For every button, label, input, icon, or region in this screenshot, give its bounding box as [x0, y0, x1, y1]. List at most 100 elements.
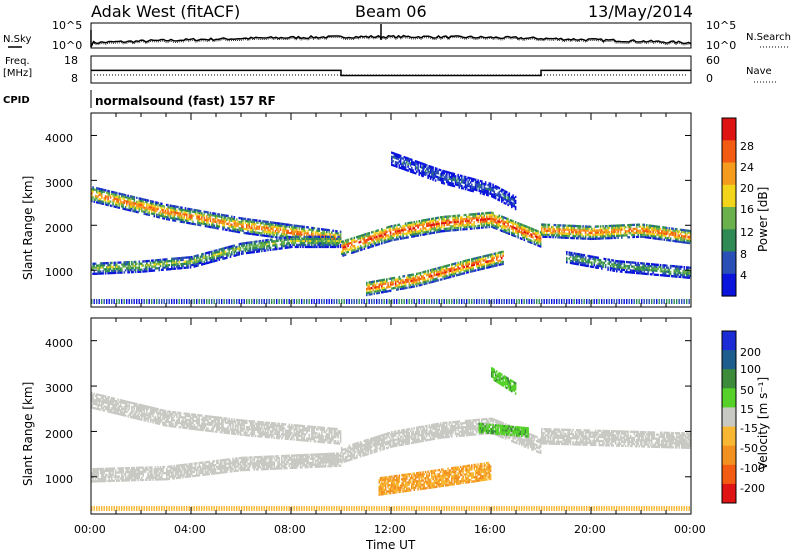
power-cell-2 — [359, 238, 362, 242]
power-cell-3 — [378, 279, 381, 282]
power-cell-5 — [683, 235, 686, 238]
power-cell-4 — [458, 178, 461, 181]
power-cell-1 — [201, 261, 203, 264]
power-cell-3 — [381, 281, 383, 284]
power-cell-1 — [224, 250, 227, 254]
power-cell-0 — [231, 229, 233, 232]
power-cell-6 — [607, 268, 609, 271]
power-cell-1 — [117, 271, 119, 274]
power-cell-4 — [449, 175, 452, 179]
power-cell-0 — [123, 193, 126, 196]
power-cell-5 — [587, 225, 589, 228]
power-cell-0 — [318, 229, 321, 233]
power-cell-1 — [197, 254, 199, 257]
power-cell-0 — [248, 222, 251, 225]
power-cell-0 — [206, 217, 208, 220]
power-cell-1 — [146, 264, 148, 267]
power-cell-0 — [334, 230, 337, 233]
power-cell-3 — [482, 259, 484, 262]
power-cell-0 — [204, 222, 207, 226]
power-cell-5 — [688, 239, 691, 243]
power-cell-0 — [153, 204, 156, 208]
power-cell-3 — [499, 261, 502, 264]
power-cell-1 — [99, 270, 102, 273]
power-cell-2 — [463, 228, 466, 231]
power-cell-3 — [452, 267, 454, 270]
power-cell-1 — [106, 270, 108, 273]
power-cell-4 — [391, 161, 393, 164]
power-cell-0 — [126, 208, 128, 211]
nave-tick-bottom: 0 — [706, 72, 713, 85]
power-cell-5 — [679, 236, 682, 239]
power-cell-3 — [473, 263, 476, 266]
power-cell-2 — [489, 217, 492, 220]
power-cell-1 — [297, 243, 299, 247]
power-cell-0 — [219, 219, 222, 222]
power-cell-1 — [179, 263, 182, 266]
power-cell-0 — [176, 205, 178, 208]
power-cell-5 — [668, 229, 671, 232]
power-cell-1 — [149, 267, 152, 270]
power-cell-1 — [229, 245, 232, 248]
power-cell-5 — [639, 235, 642, 238]
power-cell-0 — [183, 213, 186, 216]
power-cell-4 — [408, 157, 411, 161]
power-cell-1 — [241, 244, 243, 247]
power-cell-3 — [489, 255, 492, 258]
power-cell-1 — [216, 255, 218, 258]
power-cell-3 — [387, 286, 389, 289]
power-cell-4 — [476, 185, 478, 188]
power-cell-1 — [328, 243, 331, 247]
power-cell-6 — [652, 267, 654, 270]
power-cell-0 — [288, 231, 291, 235]
power-cell-1 — [254, 244, 257, 247]
power-cell-2 — [509, 225, 512, 228]
power-cell-2 — [366, 234, 368, 238]
power-cell-0 — [114, 197, 117, 200]
power-cell-4 — [398, 166, 401, 169]
power-cell-0 — [201, 216, 203, 219]
power-cell-5 — [602, 227, 604, 230]
power-cell-6 — [643, 266, 646, 269]
power-cell-2 — [538, 244, 541, 248]
power-cell-2 — [511, 221, 513, 224]
power-cell-0 — [259, 221, 262, 225]
power-cell-2 — [387, 226, 389, 229]
power-cell-2 — [481, 222, 483, 225]
power-cell-3 — [452, 275, 454, 278]
power-cell-4 — [466, 184, 468, 187]
power-cell-3 — [487, 264, 489, 267]
power-cell-2 — [389, 227, 392, 230]
power-cell-4 — [464, 184, 467, 187]
power-cell-2 — [412, 223, 414, 226]
power-cell-4 — [484, 189, 487, 192]
power-cell-2 — [381, 240, 383, 243]
power-cell-1 — [134, 266, 137, 270]
power-cell-2 — [508, 230, 511, 233]
power-cell-1 — [229, 253, 232, 256]
power-cell-2 — [513, 234, 516, 237]
power-cell-5 — [602, 233, 604, 236]
power-cell-0 — [262, 226, 264, 229]
power-cell-0 — [213, 212, 216, 215]
power-cell-2 — [524, 235, 527, 238]
power-cell-4 — [467, 188, 469, 191]
power-cell-0 — [276, 228, 278, 231]
power-cell-0 — [172, 219, 174, 222]
power-cell-0 — [134, 202, 137, 205]
power-cell-6 — [614, 259, 617, 263]
power-cell-1 — [176, 259, 178, 262]
power-cell-2 — [396, 230, 398, 233]
power-cell-5 — [661, 238, 663, 241]
power-cell-2 — [424, 218, 427, 222]
power-cell-1 — [152, 259, 154, 262]
power-cell-2 — [362, 236, 364, 239]
power-cell-3 — [389, 285, 392, 288]
power-cell-2 — [436, 231, 438, 234]
power-cell-6 — [623, 264, 626, 267]
power-cell-3 — [418, 282, 421, 285]
power-cell-5 — [646, 234, 648, 237]
power-cell-0 — [137, 207, 139, 210]
power-cell-3 — [478, 256, 481, 259]
power-cell-6 — [613, 267, 616, 270]
